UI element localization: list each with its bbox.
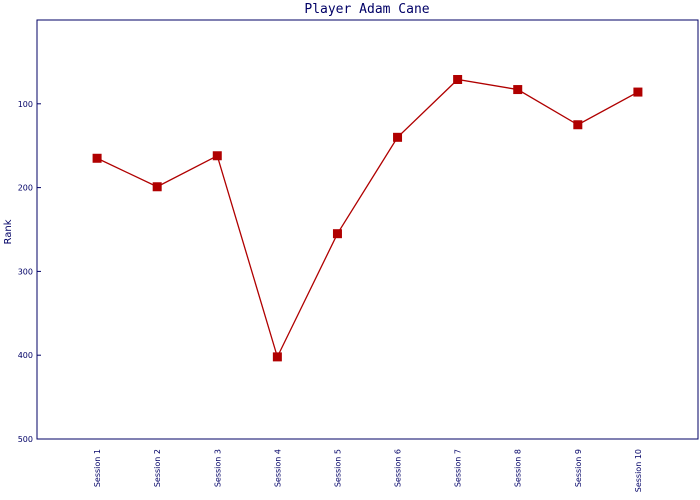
x-tick-label: Session 3 xyxy=(213,449,222,487)
series-line xyxy=(96,78,639,359)
point-marker xyxy=(212,151,222,161)
y-tick-label: 200 xyxy=(18,184,33,193)
y-tick-label: 100 xyxy=(18,100,33,109)
x-tick-label: Session 7 xyxy=(454,449,463,487)
point-marker xyxy=(272,352,282,362)
x-tick-label: Session 4 xyxy=(273,449,282,487)
point-marker xyxy=(513,85,523,95)
x-tick-label: Session 2 xyxy=(153,449,162,487)
plot-frame xyxy=(36,19,699,440)
x-tick-label: Session 8 xyxy=(514,449,523,487)
y-tick-label: 300 xyxy=(18,267,33,276)
x-tick-label: Session 1 xyxy=(93,449,102,487)
y-axis-label: Rank xyxy=(3,219,14,244)
x-tick-label: Session 6 xyxy=(394,449,403,487)
x-tick-label: Session 10 xyxy=(634,449,643,492)
point-marker xyxy=(573,120,583,130)
chart-title: Player Adam Cane xyxy=(304,2,429,17)
point-marker xyxy=(92,153,102,163)
x-tick-label: Session 5 xyxy=(333,449,342,487)
point-marker xyxy=(332,229,342,239)
point-marker xyxy=(152,182,162,192)
x-tick-label: Session 9 xyxy=(574,449,583,487)
point-marker xyxy=(633,87,643,97)
point-marker xyxy=(393,132,403,142)
y-tick-label: 500 xyxy=(18,435,33,444)
point-marker xyxy=(453,74,463,84)
y-tick-label: 400 xyxy=(18,351,33,360)
